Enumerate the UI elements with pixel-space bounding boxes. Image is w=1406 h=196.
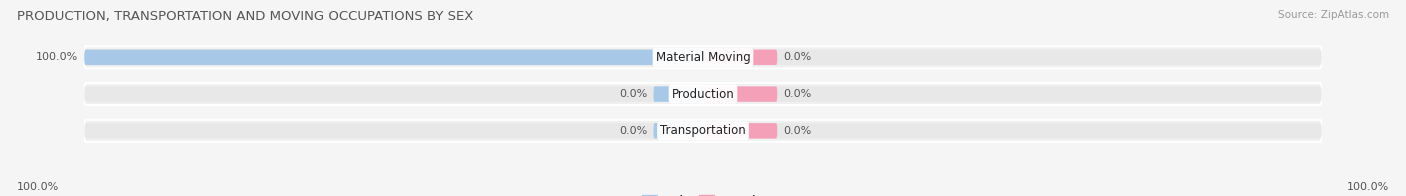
Text: Production: Production <box>672 88 734 101</box>
FancyBboxPatch shape <box>84 86 1322 102</box>
Text: 100.0%: 100.0% <box>1347 182 1389 192</box>
FancyBboxPatch shape <box>654 86 703 102</box>
FancyBboxPatch shape <box>84 50 703 65</box>
Text: 0.0%: 0.0% <box>783 52 811 62</box>
Text: Source: ZipAtlas.com: Source: ZipAtlas.com <box>1278 10 1389 20</box>
FancyBboxPatch shape <box>703 50 778 65</box>
Text: 100.0%: 100.0% <box>17 182 59 192</box>
Text: 0.0%: 0.0% <box>783 89 811 99</box>
Text: PRODUCTION, TRANSPORTATION AND MOVING OCCUPATIONS BY SEX: PRODUCTION, TRANSPORTATION AND MOVING OC… <box>17 10 474 23</box>
FancyBboxPatch shape <box>703 86 778 102</box>
FancyBboxPatch shape <box>84 120 1322 142</box>
Text: 0.0%: 0.0% <box>619 126 647 136</box>
Text: 100.0%: 100.0% <box>37 52 79 62</box>
FancyBboxPatch shape <box>84 123 1322 139</box>
FancyBboxPatch shape <box>84 46 1322 68</box>
FancyBboxPatch shape <box>84 83 1322 105</box>
Text: 0.0%: 0.0% <box>783 126 811 136</box>
FancyBboxPatch shape <box>703 123 778 139</box>
Text: Material Moving: Material Moving <box>655 51 751 64</box>
FancyBboxPatch shape <box>84 50 1322 65</box>
Text: 0.0%: 0.0% <box>619 89 647 99</box>
Text: Transportation: Transportation <box>661 124 745 137</box>
FancyBboxPatch shape <box>654 123 703 139</box>
Legend: Male, Female: Male, Female <box>641 195 765 196</box>
